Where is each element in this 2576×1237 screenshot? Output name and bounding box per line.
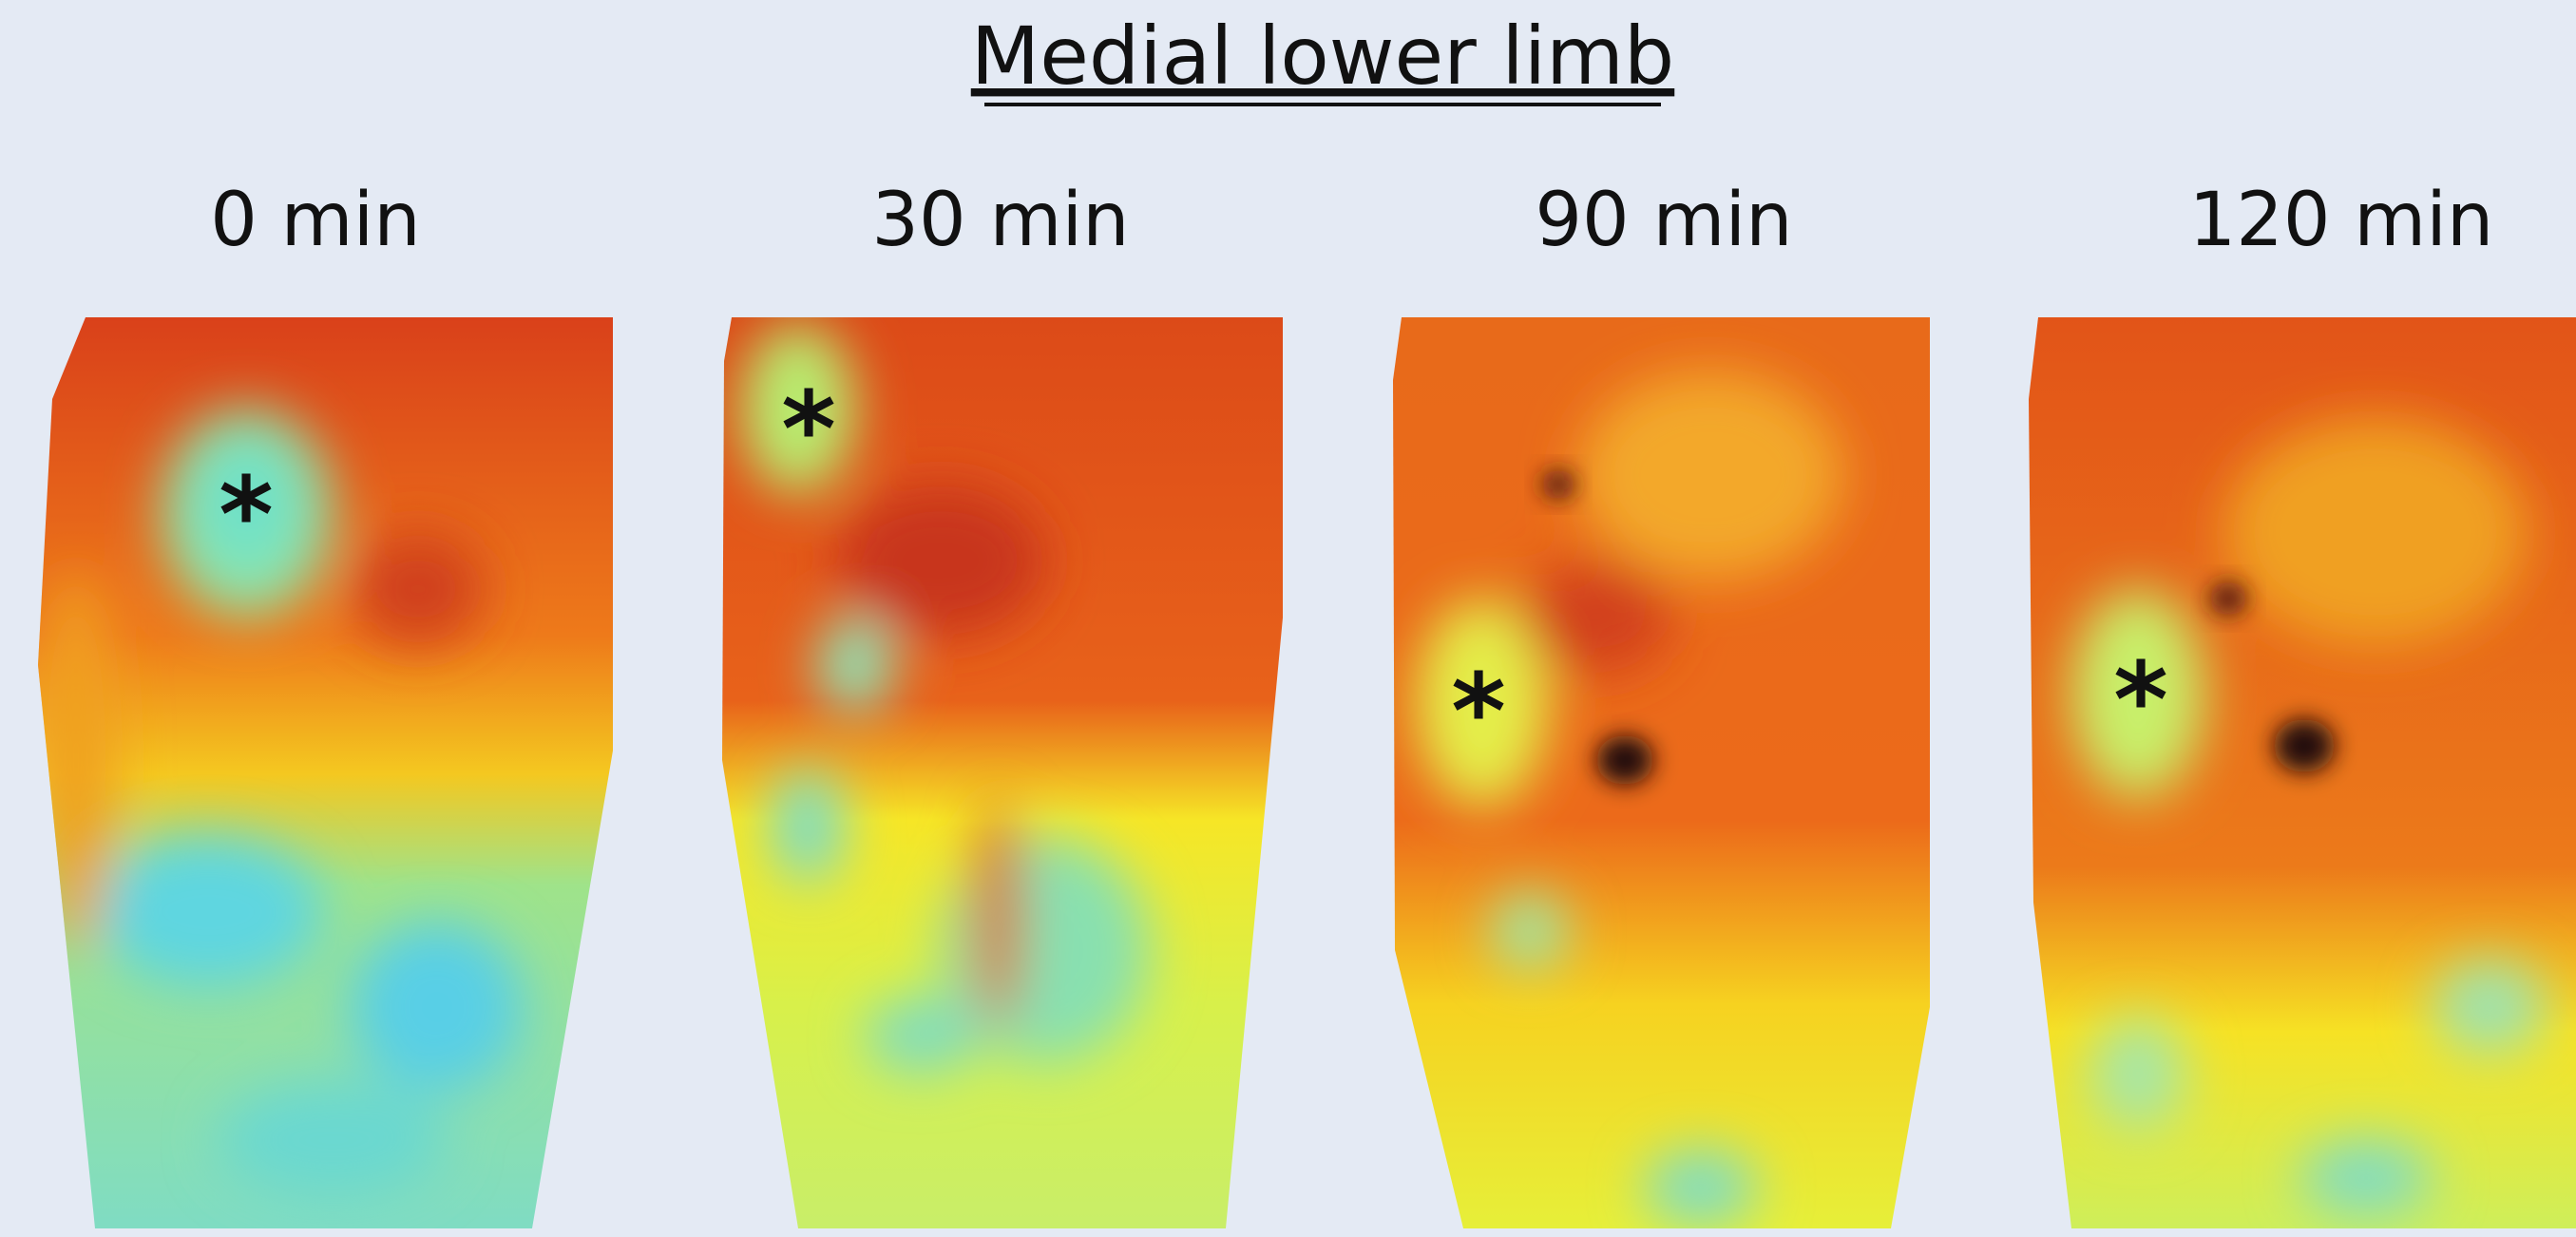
page: Medial lower limb 0 min 30 min 90 min 12… [0, 0, 2576, 1237]
figure: Medial lower limb 0 min 30 min 90 min 12… [0, 0, 2576, 1237]
panel-label: 30 min [871, 178, 1129, 263]
panel-label: 0 min [210, 178, 421, 263]
marker: * [219, 454, 274, 576]
marker: * [781, 369, 836, 490]
figure-title: Medial lower limb [971, 10, 1675, 103]
thermal-image [29, 314, 627, 1235]
panel-label: 90 min [1535, 178, 1792, 263]
thermal-image [1387, 314, 1938, 1235]
marker: * [2113, 639, 2168, 761]
panel-label: 120 min [2189, 178, 2494, 263]
thermal-image [2024, 314, 2576, 1235]
marker: * [1451, 651, 1506, 772]
